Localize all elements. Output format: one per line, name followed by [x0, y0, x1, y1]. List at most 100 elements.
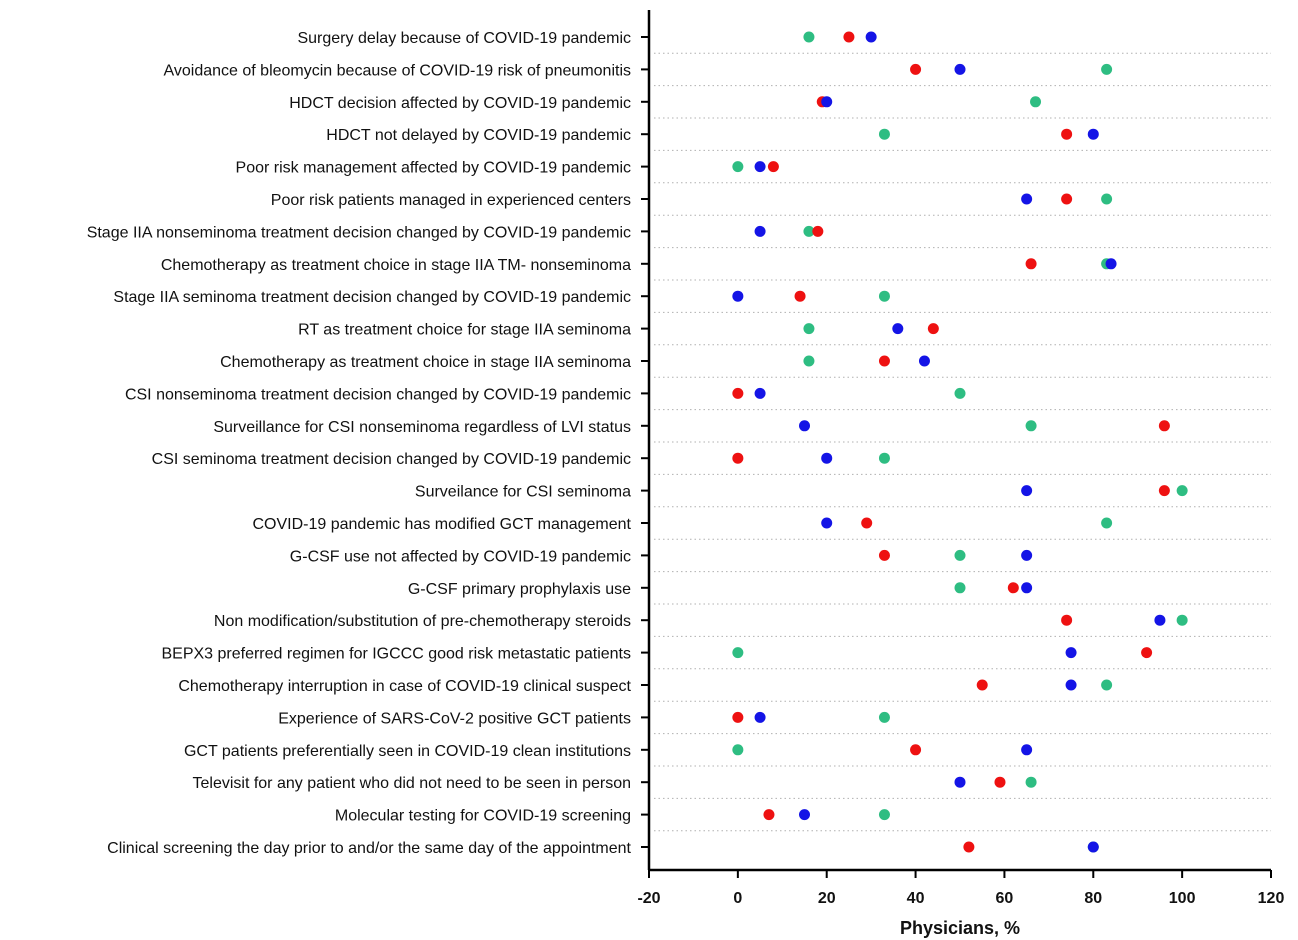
- data-point: [1025, 420, 1037, 432]
- data-point: [1021, 193, 1033, 205]
- category-label: Chemotherapy as treatment choice in stag…: [161, 257, 631, 274]
- data-point: [878, 355, 890, 367]
- data-point: [1021, 744, 1033, 756]
- data-point: [954, 63, 966, 75]
- data-point: [732, 452, 744, 464]
- data-point: [954, 776, 966, 788]
- data-points: [732, 31, 1188, 853]
- category-label: Poor risk patients managed in experience…: [271, 192, 631, 209]
- category-label: COVID-19 pandemic has modified GCT manag…: [252, 516, 631, 533]
- x-tick-label: 0: [733, 890, 742, 907]
- data-point: [865, 31, 877, 43]
- data-point: [1154, 614, 1166, 626]
- category-label: BEPX3 preferred regimen for IGCCC good r…: [161, 646, 631, 663]
- category-label: Poor risk management affected by COVID-1…: [236, 160, 631, 177]
- data-point: [878, 452, 890, 464]
- data-point: [1061, 128, 1073, 140]
- data-point: [1061, 193, 1073, 205]
- category-label: Surveilance for CSI seminoma: [415, 484, 631, 501]
- category-label: CSI seminoma treatment decision changed …: [152, 451, 631, 468]
- data-point: [1065, 679, 1077, 691]
- data-point: [763, 809, 775, 821]
- data-point: [803, 355, 815, 367]
- data-point: [927, 323, 939, 335]
- data-point: [732, 647, 744, 659]
- data-point: [1025, 776, 1037, 788]
- data-point: [1087, 128, 1099, 140]
- category-label: HDCT decision affected by COVID-19 pande…: [289, 95, 631, 112]
- data-point: [732, 744, 744, 756]
- data-point: [861, 517, 873, 529]
- data-point: [799, 420, 810, 432]
- data-point: [1176, 614, 1188, 626]
- category-label: RT as treatment choice for stage IIA sem…: [298, 322, 631, 339]
- data-point: [754, 161, 766, 173]
- data-point: [732, 711, 744, 723]
- data-point: [1021, 485, 1033, 497]
- x-tick-label: 40: [907, 890, 925, 907]
- category-labels: Surgery delay because of COVID-19 pandem…: [87, 30, 632, 857]
- category-label: Televisit for any patient who did not ne…: [192, 775, 631, 792]
- category-label: G-CSF primary prophylaxis use: [408, 581, 631, 598]
- category-label: Molecular testing for COVID-19 screening: [335, 808, 631, 825]
- data-point: [1101, 193, 1113, 205]
- axes: -20 0 20 40 60 80 100 120: [637, 10, 1284, 907]
- category-label: Chemotherapy as treatment choice in stag…: [220, 354, 631, 371]
- data-point: [812, 225, 824, 237]
- data-point: [954, 387, 966, 399]
- data-point: [954, 549, 966, 561]
- category-label: Clinical screening the day prior to and/…: [107, 840, 631, 857]
- data-point: [794, 290, 806, 302]
- data-point: [1141, 647, 1153, 659]
- data-point: [954, 582, 966, 594]
- data-point: [976, 679, 988, 691]
- category-label: Experience of SARS-CoV-2 positive GCT pa…: [278, 710, 631, 727]
- x-tick-label: 80: [1084, 890, 1102, 907]
- data-point: [1087, 841, 1099, 853]
- x-tick-label: 120: [1258, 890, 1285, 907]
- data-point: [878, 128, 890, 140]
- data-point: [754, 711, 766, 723]
- data-point: [843, 31, 855, 43]
- data-point: [918, 355, 930, 367]
- data-point: [732, 387, 744, 399]
- data-point: [1007, 582, 1019, 594]
- category-label: Avoidance of bleomycin because of COVID-…: [164, 62, 632, 79]
- data-point: [821, 452, 833, 464]
- data-point: [803, 225, 815, 237]
- data-point: [1176, 485, 1188, 497]
- data-point: [821, 96, 833, 108]
- data-point: [1101, 517, 1113, 529]
- x-tick-label: 60: [996, 890, 1014, 907]
- data-point: [1061, 614, 1073, 626]
- x-tick-label: -20: [637, 890, 660, 907]
- data-point: [1025, 258, 1037, 270]
- category-label: Stage IIA seminoma treatment decision ch…: [113, 289, 631, 306]
- category-label: Chemotherapy interruption in case of COV…: [178, 678, 631, 695]
- data-point: [803, 323, 815, 335]
- data-point: [892, 323, 904, 335]
- data-point: [1065, 647, 1077, 659]
- category-label: GCT patients preferentially seen in COVI…: [184, 743, 631, 760]
- data-point: [732, 161, 744, 173]
- data-point: [878, 809, 890, 821]
- data-point: [910, 63, 922, 75]
- data-point: [1021, 549, 1033, 561]
- x-tick-label: 100: [1169, 890, 1196, 907]
- data-point: [754, 387, 766, 399]
- data-point: [878, 549, 890, 561]
- x-axis-title: Physicians, %: [900, 918, 1020, 938]
- row-separators: [654, 52, 1271, 832]
- data-point: [732, 290, 744, 302]
- data-point: [803, 31, 815, 43]
- category-label: Non modification/substitution of pre-che…: [214, 613, 631, 630]
- data-point: [1158, 485, 1170, 497]
- category-label: CSI nonseminoma treatment decision chang…: [125, 386, 631, 403]
- data-point: [878, 290, 890, 302]
- data-point: [754, 225, 766, 237]
- category-label: Stage IIA nonseminoma treatment decision…: [87, 224, 631, 241]
- data-point: [1101, 679, 1113, 691]
- data-point: [994, 776, 1006, 788]
